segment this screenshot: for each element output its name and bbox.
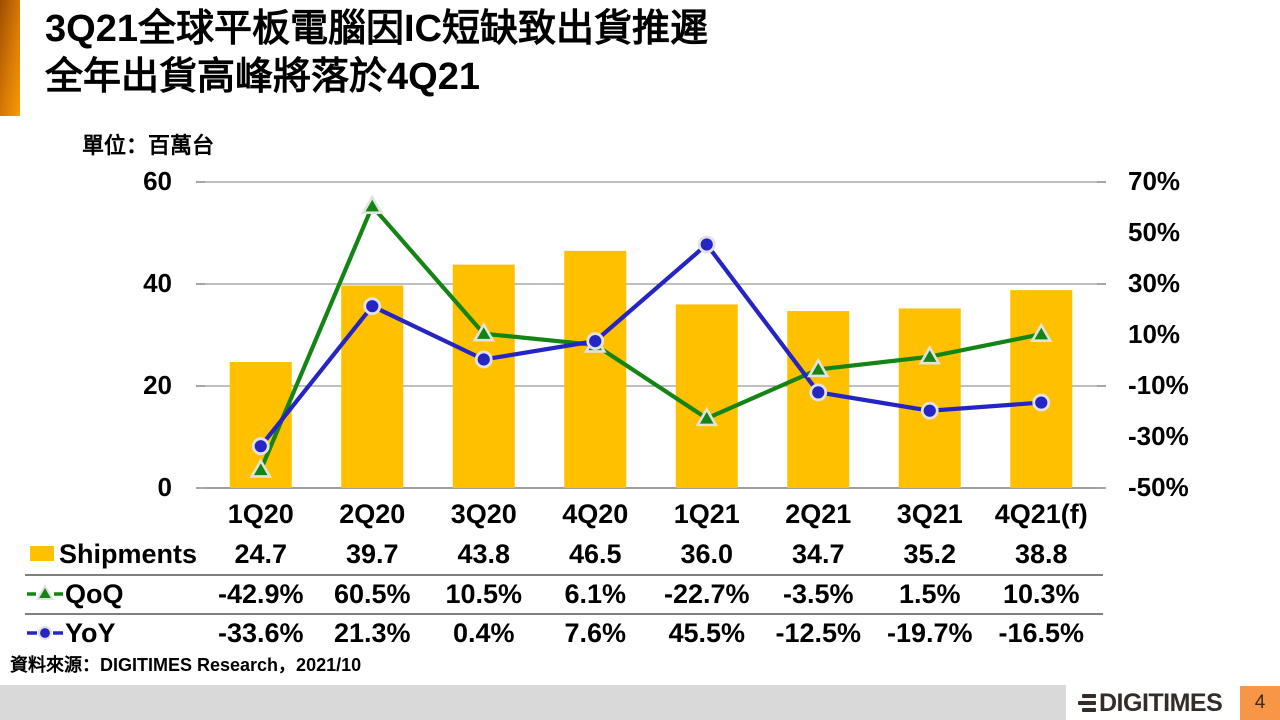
- series-name: Shipments: [59, 538, 198, 569]
- right-axis-tick-label: 70%: [1128, 166, 1181, 196]
- value-cell: -33.6%: [217, 618, 304, 648]
- logo-text: DIGITIMES: [1099, 688, 1223, 717]
- yoy-marker-circle: [809, 383, 828, 402]
- footer-band: [0, 685, 1066, 720]
- value-cell: 36.0: [680, 538, 734, 569]
- category-label: 2Q21: [785, 498, 852, 529]
- yoy-marker-circle: [251, 437, 270, 456]
- data-table: 1Q20 2Q20 3Q20 4Q20 1Q21 2Q21 3Q21 4Q21(f) Shipm…: [25, 494, 1103, 652]
- value-cell: 10.3%: [1002, 579, 1080, 609]
- right-axis-tick-label: 30%: [1128, 268, 1181, 298]
- category-label: 4Q20: [562, 498, 629, 529]
- yoy-marker-circle: [586, 332, 605, 351]
- category-label: 3Q20: [450, 498, 517, 529]
- table-row: QoQ -42.9% 60.5% 10.5% 6.1% -22.7% -3.5% 1.5% 10…: [25, 574, 1103, 613]
- accent-bar: [0, 0, 20, 116]
- value-cell: 35.2: [903, 538, 957, 569]
- series-label-qoq: QoQ: [25, 579, 205, 610]
- shipments-bar: [341, 285, 404, 488]
- title-line-1: 3Q21全球平板電腦因IC短缺致出貨推遲: [45, 8, 708, 50]
- qoq-line: [258, 202, 1042, 471]
- left-axis-tick-label: 20: [143, 370, 172, 400]
- value-cell: 7.6%: [564, 618, 627, 648]
- yoy-line: [259, 241, 1042, 448]
- left-axis-tick-label: 60: [143, 166, 172, 196]
- category-label: 2Q20: [339, 498, 406, 529]
- value-cell: -16.5%: [998, 618, 1085, 648]
- right-axis-tick-label: 50%: [1128, 217, 1181, 247]
- yoy-marker-circle: [1032, 393, 1051, 412]
- category-label: 4Q21(f): [994, 498, 1088, 529]
- shipments-bar: [898, 308, 961, 488]
- value-cell: 6.1%: [564, 579, 627, 609]
- title-line-2: 全年出貨高峰將落於4Q21: [45, 55, 480, 98]
- right-axis-tick-label: -30%: [1128, 421, 1189, 451]
- category-label: 1Q20: [227, 498, 294, 529]
- yoy-marker-circle: [920, 401, 939, 420]
- series-label-yoy: YoY: [25, 618, 205, 649]
- right-axis-tick-label: -50%: [1128, 472, 1189, 502]
- qoq-marker-triangle: [472, 322, 496, 342]
- page-number-badge: 4: [1240, 686, 1280, 720]
- table-row: Shipments 24.7 39.7 43.8 46.5 36.0 34.7 35.2 38.…: [25, 534, 1103, 574]
- category-label: 3Q21: [896, 498, 963, 529]
- value-cell: 38.8: [1014, 538, 1068, 569]
- shipments-bar: [564, 250, 627, 488]
- value-cell: -12.5%: [775, 618, 862, 648]
- qoq-marker-triangle: [1029, 322, 1053, 343]
- slide-title: 3Q21全球平板電腦因IC短缺致出貨推遲 全年出貨高峰將落於4Q21: [45, 6, 708, 102]
- value-cell: 10.5%: [445, 579, 523, 609]
- value-cell: -42.9%: [217, 579, 304, 609]
- value-cell: 60.5%: [333, 579, 411, 609]
- value-cell: -22.7%: [663, 579, 750, 609]
- left-axis-tick-label: 0: [157, 472, 172, 502]
- qoq-marker-triangle: [918, 345, 942, 365]
- value-cell: 24.7: [234, 538, 288, 569]
- value-cell: 46.5: [568, 538, 622, 569]
- triangle-line-icon: [27, 579, 63, 610]
- yoy-marker-circle: [363, 297, 382, 316]
- qoq-marker-triangle: [583, 333, 607, 353]
- yoy-marker-circle: [697, 235, 716, 254]
- shipments-bar: [787, 311, 850, 488]
- series-name: QoQ: [65, 579, 124, 609]
- value-cell: -3.5%: [782, 579, 854, 609]
- value-cell: 1.5%: [898, 579, 961, 609]
- right-axis-tick-label: -10%: [1128, 370, 1189, 400]
- table-row: YoY -33.6% 21.3% 0.4% 7.6% 45.5% -12.5% -19.7% -…: [25, 613, 1103, 652]
- value-cell: 21.3%: [333, 618, 411, 648]
- value-cell: 39.7: [345, 538, 399, 569]
- unit-label: 單位：百萬台: [82, 133, 215, 158]
- digitimes-logo: DIGITIMES: [1078, 688, 1223, 718]
- value-cell: 34.7: [791, 538, 845, 569]
- shipments-bar: [229, 362, 292, 488]
- logo-speed-lines-icon: [1078, 694, 1096, 712]
- qoq-marker-triangle: [249, 458, 273, 478]
- value-cell: 45.5%: [668, 618, 746, 648]
- shipments-bar: [452, 264, 515, 488]
- page-number: 4: [1254, 692, 1266, 713]
- qoq-marker-triangle: [360, 194, 384, 215]
- category-label: 1Q21: [673, 498, 740, 529]
- value-cell: 0.4%: [452, 618, 515, 648]
- table-row: 1Q20 2Q20 3Q20 4Q20 1Q21 2Q21 3Q21 4Q21(f): [25, 494, 1103, 534]
- left-axis-tick-label: 40: [143, 268, 172, 298]
- shipments-bar: [1010, 290, 1073, 488]
- qoq-marker-triangle: [806, 357, 830, 378]
- source-note: 資料來源：DIGITIMES Research，2021/10: [10, 655, 362, 675]
- value-cell: 43.8: [457, 538, 511, 569]
- shipments-bar: [675, 304, 738, 488]
- series-label-shipments: Shipments: [25, 539, 205, 570]
- value-cell: -19.7%: [886, 618, 973, 648]
- right-axis-tick-label: 10%: [1128, 319, 1181, 349]
- bar-swatch-icon: [27, 539, 57, 570]
- series-name: YoY: [65, 618, 116, 648]
- circle-line-icon: [27, 618, 63, 649]
- yoy-marker-circle: [474, 350, 493, 369]
- qoq-marker-triangle: [695, 406, 719, 427]
